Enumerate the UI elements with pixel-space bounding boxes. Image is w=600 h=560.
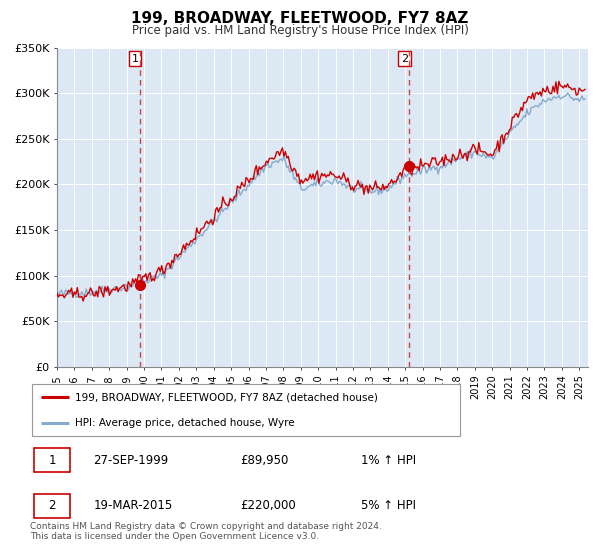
Text: 19-MAR-2015: 19-MAR-2015	[94, 499, 173, 512]
Text: 5% ↑ HPI: 5% ↑ HPI	[361, 499, 416, 512]
Text: Price paid vs. HM Land Registry's House Price Index (HPI): Price paid vs. HM Land Registry's House …	[131, 24, 469, 36]
Text: 1% ↑ HPI: 1% ↑ HPI	[361, 454, 416, 467]
Text: 1: 1	[131, 54, 139, 63]
Text: HPI: Average price, detached house, Wyre: HPI: Average price, detached house, Wyre	[76, 418, 295, 428]
Text: £89,950: £89,950	[240, 454, 288, 467]
Text: 1: 1	[49, 454, 56, 467]
Text: 27-SEP-1999: 27-SEP-1999	[94, 454, 169, 467]
FancyBboxPatch shape	[32, 384, 460, 436]
Text: 199, BROADWAY, FLEETWOOD, FY7 8AZ: 199, BROADWAY, FLEETWOOD, FY7 8AZ	[131, 11, 469, 26]
FancyBboxPatch shape	[34, 448, 70, 473]
Text: £220,000: £220,000	[240, 499, 296, 512]
Text: 2: 2	[401, 54, 408, 63]
FancyBboxPatch shape	[34, 493, 70, 518]
Text: 2: 2	[49, 499, 56, 512]
Text: This data is licensed under the Open Government Licence v3.0.: This data is licensed under the Open Gov…	[30, 532, 319, 541]
Text: 199, BROADWAY, FLEETWOOD, FY7 8AZ (detached house): 199, BROADWAY, FLEETWOOD, FY7 8AZ (detac…	[76, 392, 378, 402]
Text: Contains HM Land Registry data © Crown copyright and database right 2024.: Contains HM Land Registry data © Crown c…	[30, 522, 382, 531]
